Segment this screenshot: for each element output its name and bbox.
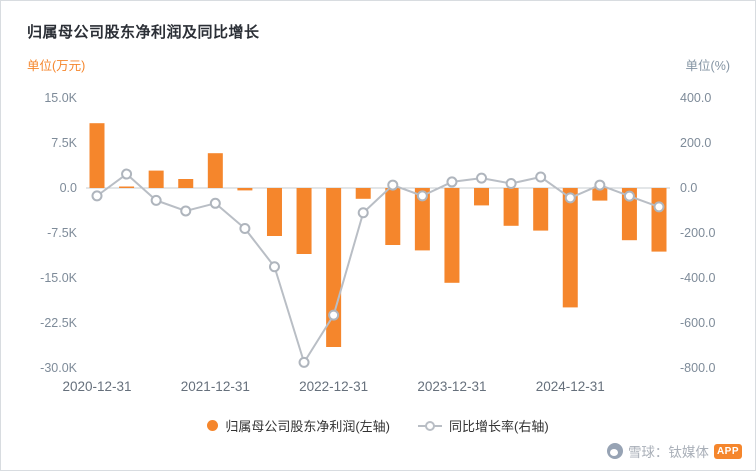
legend-item-growth-rate[interactable]: 同比增长率(右轴): [418, 416, 549, 435]
profit-bar[interactable]: [444, 188, 460, 283]
left-axis-tick: -7.5K: [47, 226, 78, 240]
profit-bar[interactable]: [533, 188, 549, 231]
growth-marker[interactable]: [476, 172, 488, 184]
left-axis-tick: 15.0K: [44, 91, 77, 105]
right-axis-tick: 400.0: [680, 91, 711, 105]
growth-marker[interactable]: [594, 179, 606, 191]
growth-marker[interactable]: [623, 190, 635, 202]
left-axis-tick: 7.5K: [51, 136, 77, 150]
left-axis-tick: -30.0K: [40, 361, 77, 375]
profit-bar[interactable]: [148, 170, 164, 188]
right-axis-tick: -600.0: [680, 316, 715, 330]
chart-canvas[interactable]: 15.0K 7.5K 0.0 -7.5K -15.0K -22.5K -30.0K 400.0…: [0, 0, 756, 412]
watermark-text: 雪球：钛媒体: [627, 445, 709, 460]
growth-marker[interactable]: [150, 194, 162, 206]
profit-bar[interactable]: [562, 188, 578, 308]
growth-marker[interactable]: [239, 223, 251, 234]
profit-bar[interactable]: [326, 188, 342, 347]
profit-bar[interactable]: [651, 188, 667, 252]
profit-bar[interactable]: [385, 188, 401, 245]
left-axis-tick: 0.0: [60, 181, 77, 195]
profit-bar[interactable]: [592, 188, 608, 201]
growth-marker[interactable]: [505, 178, 517, 189]
right-axis-tick: -800.0: [680, 361, 715, 375]
right-axis-tick: -200.0: [680, 226, 715, 240]
profit-bar[interactable]: [296, 188, 312, 254]
right-axis-unit-label: 单位(%): [685, 59, 730, 73]
growth-marker[interactable]: [180, 205, 192, 217]
profit-bar[interactable]: [119, 186, 135, 189]
growth-marker[interactable]: [357, 207, 369, 219]
left-axis-unit-label: 单位(万元): [27, 59, 86, 73]
growth-marker[interactable]: [298, 356, 310, 368]
growth-marker[interactable]: [387, 179, 399, 191]
legend-item-net-profit[interactable]: 归属母公司股东净利润(左轴): [207, 416, 390, 435]
bar-series-swatch-icon: [207, 420, 219, 431]
x-axis-label: 2024-12-31: [536, 379, 605, 394]
profit-bar[interactable]: [474, 188, 490, 206]
left-axis-tick: -15.0K: [40, 271, 77, 285]
profit-bar[interactable]: [355, 188, 371, 199]
x-axis-label: 2023-12-31: [417, 379, 486, 394]
growth-marker[interactable]: [121, 168, 133, 180]
right-axis-tick: 200.0: [680, 136, 711, 150]
line-series-label: 同比增长率(右轴): [449, 419, 549, 434]
app-badge: APP: [713, 443, 742, 459]
profit-bar[interactable]: [207, 153, 223, 188]
growth-marker[interactable]: [416, 190, 428, 202]
xueqiu-logo-icon: [606, 443, 623, 459]
growth-marker[interactable]: [209, 197, 221, 209]
growth-marker[interactable]: [91, 190, 103, 202]
right-axis-tick: 0.0: [680, 181, 697, 195]
x-axis-label: 2022-12-31: [299, 379, 368, 394]
right-axis-tick: -400.0: [680, 271, 715, 285]
chart-title: 归属母公司股东净利润及同比增长: [27, 24, 260, 41]
x-axis-label: 2020-12-31: [62, 379, 131, 394]
profit-bar[interactable]: [503, 188, 519, 226]
growth-marker[interactable]: [268, 261, 280, 273]
bar-series-label: 归属母公司股东净利润(左轴): [225, 419, 390, 434]
profit-bar[interactable]: [237, 188, 253, 191]
line-series-swatch-icon: [418, 420, 442, 432]
profit-bar[interactable]: [89, 123, 105, 188]
left-axis-tick: -22.5K: [40, 316, 77, 330]
profit-bar[interactable]: [414, 188, 430, 251]
watermark: 雪球：钛媒体 APP: [606, 441, 742, 461]
x-axis-label: 2021-12-31: [181, 379, 250, 394]
profit-bar[interactable]: [266, 188, 282, 236]
legend: 归属母公司股东净利润(左轴) 同比增长率(右轴): [0, 416, 756, 435]
growth-marker[interactable]: [328, 309, 340, 321]
growth-marker[interactable]: [446, 176, 458, 188]
profit-bar[interactable]: [621, 188, 637, 241]
growth-marker[interactable]: [564, 192, 576, 204]
growth-marker[interactable]: [535, 171, 547, 183]
profit-bar[interactable]: [178, 179, 194, 188]
growth-marker[interactable]: [653, 201, 665, 213]
